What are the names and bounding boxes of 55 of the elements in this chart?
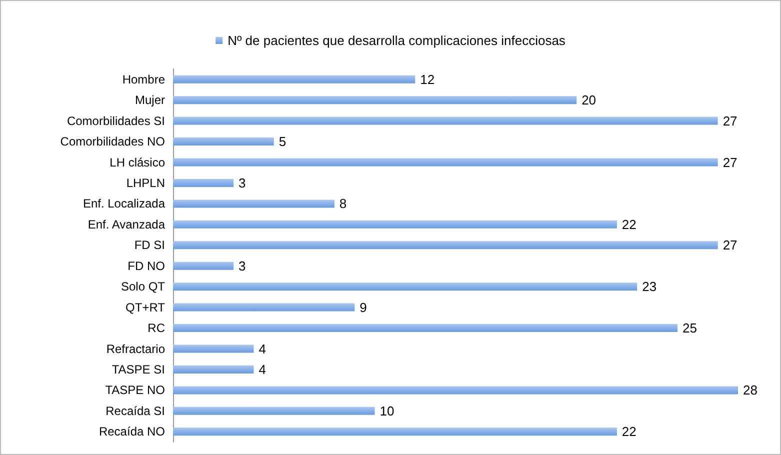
bar xyxy=(173,158,718,166)
data-label: 23 xyxy=(642,279,657,294)
bar xyxy=(173,365,254,374)
bar xyxy=(173,241,718,250)
bar xyxy=(173,96,577,104)
bar xyxy=(173,282,638,291)
y-tick-label: QT+RT xyxy=(126,300,166,314)
bar xyxy=(173,386,738,394)
data-label: 25 xyxy=(682,320,697,336)
bar xyxy=(173,303,355,312)
bar xyxy=(173,428,617,436)
data-label: 3 xyxy=(238,258,246,274)
bar xyxy=(173,406,375,415)
data-label: 10 xyxy=(380,403,394,418)
data-label: 4 xyxy=(258,341,266,356)
data-label: 20 xyxy=(582,92,596,108)
bar xyxy=(173,75,416,84)
y-tick-label: Enf. Localizada xyxy=(82,196,166,211)
y-tick-label: FD NO xyxy=(128,258,165,273)
y-tick-label: Solo QT xyxy=(120,280,166,294)
y-tick-label: Comorbilidades NO xyxy=(60,134,165,149)
y-tick-label: FD SI xyxy=(134,238,165,252)
y-tick-label: LHPLN xyxy=(126,176,165,190)
data-label: 3 xyxy=(238,175,246,190)
bar xyxy=(173,200,334,208)
data-label: 22 xyxy=(622,424,636,440)
bar xyxy=(173,344,254,353)
y-tick-label: Recaída NO xyxy=(98,424,165,439)
bar xyxy=(173,324,678,332)
y-tick-label: TASPE SI xyxy=(112,362,165,376)
bar xyxy=(173,220,617,228)
data-label: 27 xyxy=(722,113,738,128)
y-tick-label: Hombre xyxy=(122,72,166,86)
y-tick-label: TASPE NO xyxy=(105,383,165,398)
data-label: 22 xyxy=(622,216,636,232)
y-tick-label: Comorbilidades SI xyxy=(66,114,165,128)
y-tick-label: RC xyxy=(148,321,166,336)
data-label: 27 xyxy=(722,154,738,170)
y-tick-label: Mujer xyxy=(134,93,165,108)
bar xyxy=(173,178,234,187)
legend-label: Nº de pacientes que desarrolla complicaciones infecciosas xyxy=(228,33,566,48)
data-label: 5 xyxy=(278,134,286,150)
data-label: 12 xyxy=(420,72,435,87)
y-tick-label: LH clásico xyxy=(110,155,166,170)
y-tick-label: Refractario xyxy=(106,342,166,356)
data-label: 9 xyxy=(360,300,367,315)
bar xyxy=(173,262,234,270)
data-label: 4 xyxy=(258,362,266,377)
bar xyxy=(173,138,274,146)
bar xyxy=(173,116,718,125)
y-tick-label: Enf. Avanzada xyxy=(88,217,166,232)
data-label: 8 xyxy=(339,196,347,212)
data-label: 27 xyxy=(722,238,738,253)
y-tick-label: Recaída SI xyxy=(106,404,165,418)
data-label: 28 xyxy=(743,382,758,398)
